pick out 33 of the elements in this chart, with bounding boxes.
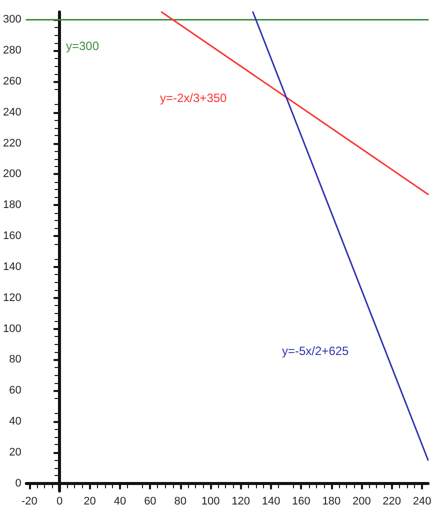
y-tick-label: 60 bbox=[9, 384, 22, 397]
x-tick-label: 60 bbox=[144, 496, 156, 507]
y-tick-label: 180 bbox=[2, 199, 22, 212]
y-tick-label: 160 bbox=[2, 230, 22, 242]
y-tick-label: 100 bbox=[2, 322, 22, 335]
annotation: y=-2x/3+350 bbox=[160, 91, 228, 105]
y-tick-label: 300 bbox=[2, 14, 22, 26]
x-tick-label: 20 bbox=[84, 496, 96, 507]
x-tick-label: 40 bbox=[114, 496, 126, 507]
x-tick-label: 140 bbox=[262, 496, 280, 507]
y-tick-label: 140 bbox=[2, 260, 22, 273]
y-tick-label: 200 bbox=[2, 168, 22, 180]
x-tick-label: 240 bbox=[412, 496, 432, 507]
y-tick-label: 280 bbox=[2, 44, 22, 57]
annotation: y=300 bbox=[66, 39, 100, 53]
x-tick-label: 180 bbox=[322, 496, 341, 507]
x-tick-label: 160 bbox=[292, 496, 310, 507]
x-tick-label: 220 bbox=[382, 496, 402, 507]
annotation: y=-5x/2+625 bbox=[282, 344, 350, 358]
y-tick-label: 220 bbox=[2, 137, 22, 150]
y-tick-label: 80 bbox=[9, 354, 22, 366]
x-tick-label: -20 bbox=[21, 496, 38, 507]
x-tick-label: 80 bbox=[174, 496, 187, 507]
y-tick-label: 260 bbox=[2, 76, 22, 88]
y-tick-label: 40 bbox=[9, 415, 22, 428]
x-tick-label: 120 bbox=[232, 496, 250, 507]
y-tick-label: 240 bbox=[2, 106, 22, 118]
y-tick-label: 120 bbox=[2, 292, 22, 304]
x-tick-label: 0 bbox=[56, 496, 63, 507]
y-tick-label: 0 bbox=[15, 477, 22, 490]
y-tick-label: 20 bbox=[9, 446, 22, 458]
x-tick-label: 100 bbox=[201, 496, 220, 507]
x-tick-label: 200 bbox=[352, 496, 371, 507]
